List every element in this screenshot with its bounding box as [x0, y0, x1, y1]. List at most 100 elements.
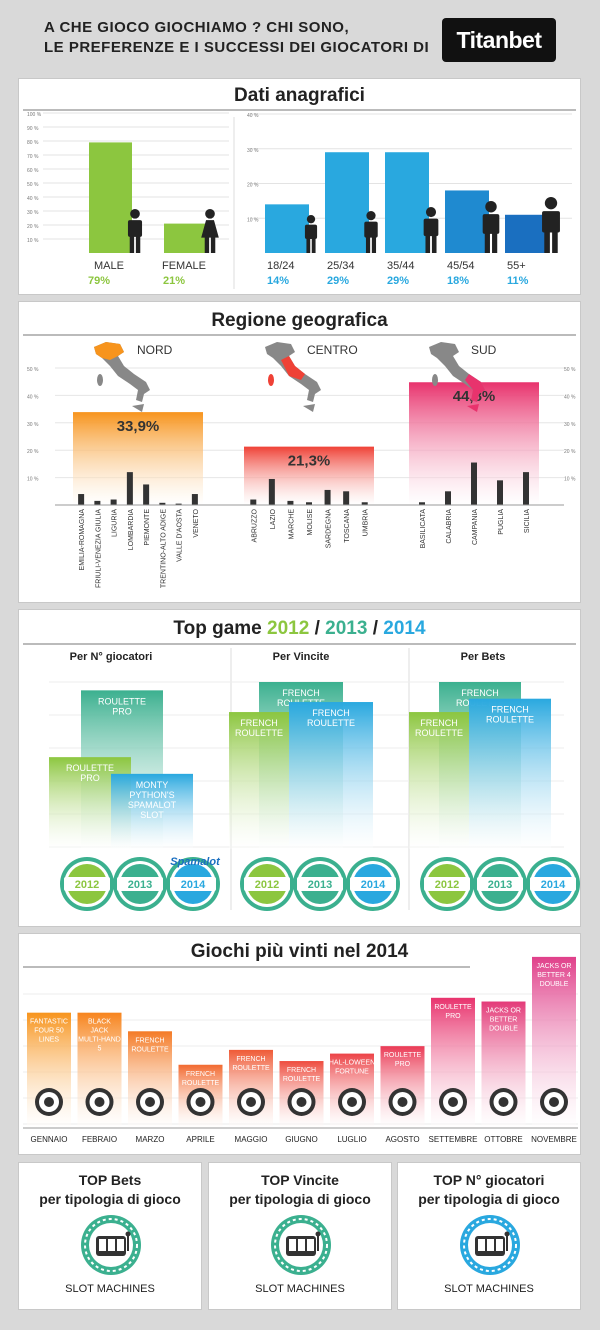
game-label: BETTER [490, 1017, 518, 1024]
bar-label: FRENCH [282, 688, 320, 698]
slot-badge-ring [274, 1218, 328, 1272]
category-label: MALE [94, 260, 124, 272]
value-label: 29% [387, 275, 409, 287]
male-figure-icon [542, 197, 560, 253]
header-title-line1: A CHE GIOCO GIOCHIAMO ? CHI SONO, [44, 19, 350, 36]
game-label: ROULETTE [283, 1076, 321, 1083]
bar-label: SPAMALOT [128, 800, 177, 810]
y-tick-label: 30 % [247, 148, 259, 154]
wheel-hub [195, 1097, 206, 1107]
bar-label: FRENCH [461, 688, 499, 698]
torso [304, 224, 318, 240]
panel-title-dati: Dati anagrafici [234, 85, 365, 106]
month-label: NOVEMBRE [531, 1135, 577, 1144]
game-label: HAL-LOWEEN [329, 1060, 375, 1067]
male-figure-icon [482, 201, 500, 253]
game-icon [388, 1088, 417, 1116]
game-label: LINES [39, 1037, 60, 1044]
top-vincite-title-line1: TOP Vincite [261, 1172, 339, 1188]
subregion-label: SICILIA [524, 509, 531, 533]
title-part-2014: 2014 [383, 618, 426, 639]
bar-age-3 [445, 190, 489, 253]
game-label: DOUBLE [540, 981, 569, 988]
subregion-label: LIGURIA [112, 509, 119, 537]
badge-2013-icon: 2013 [293, 857, 347, 911]
category-label: 35/44 [387, 260, 415, 272]
subregion-label: PUGLIA [498, 509, 505, 535]
slot-reel [307, 1239, 314, 1251]
y-tick-label: 10 % [247, 217, 259, 223]
leg [204, 236, 210, 253]
highlighted-region [94, 342, 124, 360]
torso [542, 211, 560, 233]
top-giocatori-value: SLOT MACHINES [444, 1283, 534, 1295]
header-title-line2: LE PREFERENZE E I SUCCESSI DEI GIOCATORI… [44, 39, 430, 56]
wheel-hub [448, 1097, 458, 1107]
leg [135, 236, 141, 253]
category-label: FEMALE [162, 260, 206, 272]
wheel-hub [397, 1097, 408, 1107]
torso [482, 214, 500, 234]
y-tick-label: 10 % [564, 477, 576, 483]
slot-machine-icon [271, 1215, 331, 1275]
subregion-bar [143, 484, 150, 505]
y-tick-label: 30 % [564, 422, 576, 428]
badge-2014-icon: 2014 [526, 857, 580, 911]
island [432, 374, 438, 386]
game-icon [85, 1088, 114, 1116]
header: A CHE GIOCO GIOCHIAMO ? CHI SONO, LE PRE… [0, 0, 600, 75]
value-label: 79% [88, 275, 110, 287]
game-label: ROULETTE [232, 1065, 270, 1072]
male-figure-icon [364, 211, 378, 253]
badge-band [170, 877, 216, 891]
slot-reel [108, 1239, 115, 1251]
title-sep: / [309, 618, 326, 639]
wheel-hub [246, 1097, 256, 1107]
game-label: PRO [445, 1013, 461, 1020]
slot-lever-knob [315, 1231, 321, 1237]
month-label: OTTOBRE [484, 1135, 523, 1144]
wheel-hub [549, 1097, 559, 1107]
y-tick-label: 10 % [27, 477, 39, 483]
game-label: BLACK [88, 1019, 111, 1026]
value-label: 18% [447, 275, 469, 287]
y-tick-label: 30 % [27, 422, 39, 428]
slot-lever-knob [504, 1231, 510, 1237]
bar-label: ROULETTE [307, 718, 355, 728]
badge-band [244, 877, 290, 891]
demographics-chart: 100 % 90 % 80 % 70 % 60 % 50 % 40 % 30 % 20 % 10 … [27, 112, 572, 289]
slot-reel [487, 1239, 494, 1251]
bar-2014 [111, 773, 193, 849]
game-label: FRENCH [287, 1067, 316, 1074]
slot-reel [478, 1239, 485, 1251]
group-title: Per Vincite [273, 651, 330, 663]
title-divider [23, 334, 576, 336]
category-label: 25/34 [327, 260, 355, 272]
subregion-label: FRIULI-VENEZIA GIULIA [95, 509, 102, 588]
slot-reel [99, 1239, 106, 1251]
island [97, 374, 103, 386]
subregion-bar [361, 502, 368, 505]
game-label: DOUBLE [489, 1026, 518, 1033]
badge-band [297, 877, 343, 891]
y-tick-label: 40 % [564, 394, 576, 400]
month-label: FEBRAIO [82, 1135, 117, 1144]
month-label: APRILE [186, 1135, 214, 1144]
category-label: 45/54 [447, 260, 475, 272]
game-icon [338, 1088, 366, 1116]
y-tick-label: 50 % [27, 182, 39, 188]
leg [365, 237, 371, 253]
subregion-label: CAMPANIA [472, 509, 479, 545]
region-chart: 50 % 50 % 40 % 40 % 30 % 30 % 20 % 20 % 10 % 10 %… [27, 342, 576, 588]
subregion-label: CALABRIA [446, 509, 453, 544]
bar-label: ROULETTE [415, 728, 463, 738]
badge-band [477, 877, 523, 891]
badge-year: 2014 [361, 879, 386, 891]
bar-2014 [289, 702, 373, 849]
title-part-2012: 2012 [267, 618, 310, 639]
badge-band [424, 877, 470, 891]
panel-dati-anagrafici: Dati anagrafici 100 % 90 % 80 % 70 % 60 % 50 … [18, 78, 581, 295]
month-label: GENNAIO [31, 1135, 68, 1144]
top-vincite-title: TOP Vincite per tipologia di gioco [209, 1171, 391, 1209]
bar-age-1 [325, 152, 369, 253]
